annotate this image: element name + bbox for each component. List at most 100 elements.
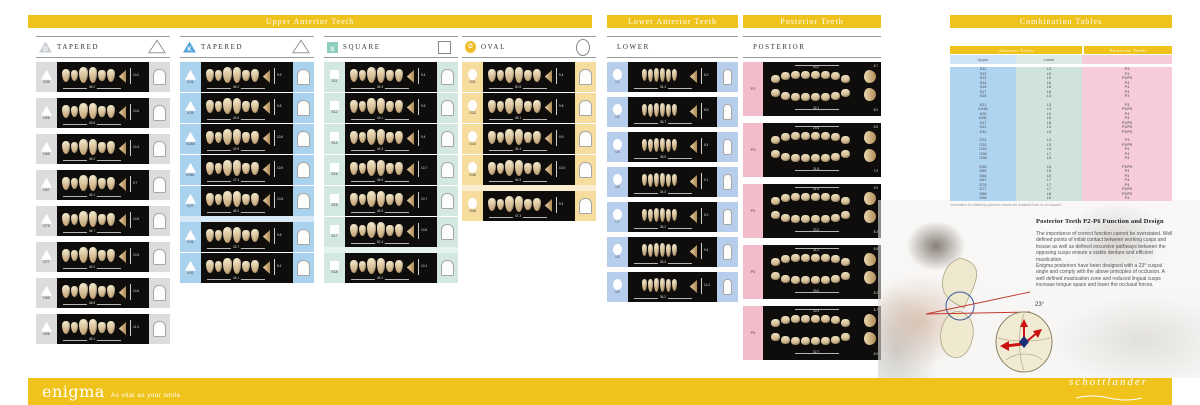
teeth-row [487,125,541,149]
width-value: 50.5 [512,85,524,90]
tooth-outline-cell [293,62,314,92]
teeth-row [349,125,403,149]
shape-outline-icon [576,39,590,56]
mould-code-cell: D56 [36,98,57,128]
width-value: 45.1 [86,193,98,198]
lower-mould-ref: L7 [1046,178,1052,182]
anterior-teeth-group-header: Anterior Teeth [950,46,1082,54]
lower-arch-dimension-line [795,170,839,173]
shape-glyph-icon [41,321,52,332]
height-dimension: 9.4 [418,130,427,146]
teeth-photo-strip: 10.6 48.5 [57,278,149,308]
mould-card: D96 11.0 48.1 [36,314,170,344]
teeth-row [61,243,115,267]
width-value: 48.1 [86,337,98,342]
side-profile-icon [689,245,697,258]
tooth-outline-icon [579,69,592,85]
side-upper-dimension: 8.8 [873,247,878,251]
width-dimension: 45.3 [351,85,409,90]
mould-card: L6 9.1 34.3 [607,167,738,197]
tooth-outline-icon [153,249,166,265]
teeth-photo-strip: 9.4 44.1 [201,253,293,283]
width-value: 46.9 [512,178,524,183]
tooth-outline-icon [153,285,166,301]
mould-code-cell: S15 [324,186,345,216]
teeth-row [349,187,403,211]
upper-mould-ref: S17 [979,89,987,94]
shape-glyph-icon [185,260,196,271]
upper-arch-dimension: 30.4 [813,309,820,313]
mould-code-cell: L3 [607,97,628,127]
mould-code-cell: S12 [324,93,345,123]
mould-card: S17 10.8 52.4 [324,217,458,247]
side-profile-icon [544,199,552,212]
mould-card: D86 10.6 48.5 [36,278,170,308]
lower-arch-dimension: 33.2 [813,227,820,232]
lower-molar-side-icon [864,88,876,101]
mould-code-cell: D66 [36,134,57,164]
upper-mould-ref: D77 [979,187,987,191]
shape-glyph-icon [185,69,196,80]
height-dimension: 10.6 [130,284,139,300]
tooth-outline-icon [441,260,454,276]
teeth-photo-strip: 9.9 45.2 [201,62,293,92]
lower-tooth-profile [940,311,974,358]
width-value: 36.7 [657,120,669,125]
height-value: 9.8 [277,233,282,237]
lower-mould-ref: L7 [1046,151,1052,156]
side-lower-dimension: 7.9 [873,168,878,173]
combination-table: Anterior Teeth Posterior Teeth Upper Low… [950,46,1172,207]
tooth-outline-cell [575,191,596,221]
teeth-photo-strip: 10.7 46.9 [345,155,437,185]
lower-mould-ref: L3 [1046,102,1052,107]
height-value: 10.9 [277,166,284,170]
teeth-row [205,156,259,180]
side-lower-dimension: 8.2 [873,229,878,234]
height-dimension: 8.3 [701,208,710,224]
combination-row: K41 L3 P3/P5 [950,125,1172,130]
side-profile-icon [262,132,270,145]
mould-code-cell: K27 [180,186,201,216]
mould-card: K42 9.4 44.1 [180,253,314,283]
schottlander-logo-text: schottlander [1069,376,1148,388]
tooth-outline-icon [153,213,166,229]
article-paragraph-1: The importance of correct function canno… [1036,231,1173,263]
width-value: 47.4 [230,178,242,183]
tooth-outline-cell [149,242,170,272]
combination-row: O32 L3 P3/P5 [950,143,1172,148]
tooth-outline-cell [717,202,738,232]
teeth-row [61,279,115,303]
shape-glyph-icon [330,261,339,271]
lower-mould-ref: L7 [1046,187,1052,191]
combination-row: O34 L5 P4 [950,147,1172,152]
height-dimension: 10.5 [130,248,139,264]
teeth-photo-strip: 10.8 46.7 [57,206,149,236]
teeth-row [205,125,259,149]
upper-mould-ref: D67 [979,178,987,182]
shape-glyph-icon [41,213,52,224]
upper-arch-row [770,315,850,327]
width-value: 44.1 [230,276,242,281]
mould-code: O32 [469,111,476,116]
height-value: 9.1 [704,178,709,182]
width-dimension: 34.3 [634,190,692,195]
column-label: OVAL [481,43,506,51]
combination-row: D76 L7 P4 [950,183,1172,188]
tooth-outline-cell [149,314,170,344]
height-value: 10.8 [421,228,428,232]
mould-card: D66 10.4 45.2 [36,134,170,164]
width-value: 48.5 [86,301,98,306]
tooth-outline-cell [575,124,596,154]
tooth-outline-icon [153,69,166,85]
mould-code-cell: L9 [607,272,628,302]
tooth-outline-icon [297,193,310,209]
posterior-mould-ref: P3/P5 [1121,120,1133,125]
upper-mould-ref: D96 [979,196,987,200]
height-value: 10.8 [277,197,284,201]
lower-mould-ref: L3 [1046,125,1052,129]
height-dimension: 9.4 [418,68,427,84]
width-value: 43.7 [230,245,242,250]
tooth-outline-cell [437,217,458,247]
teeth-row [205,254,259,278]
center-contact-marker [1019,336,1029,348]
